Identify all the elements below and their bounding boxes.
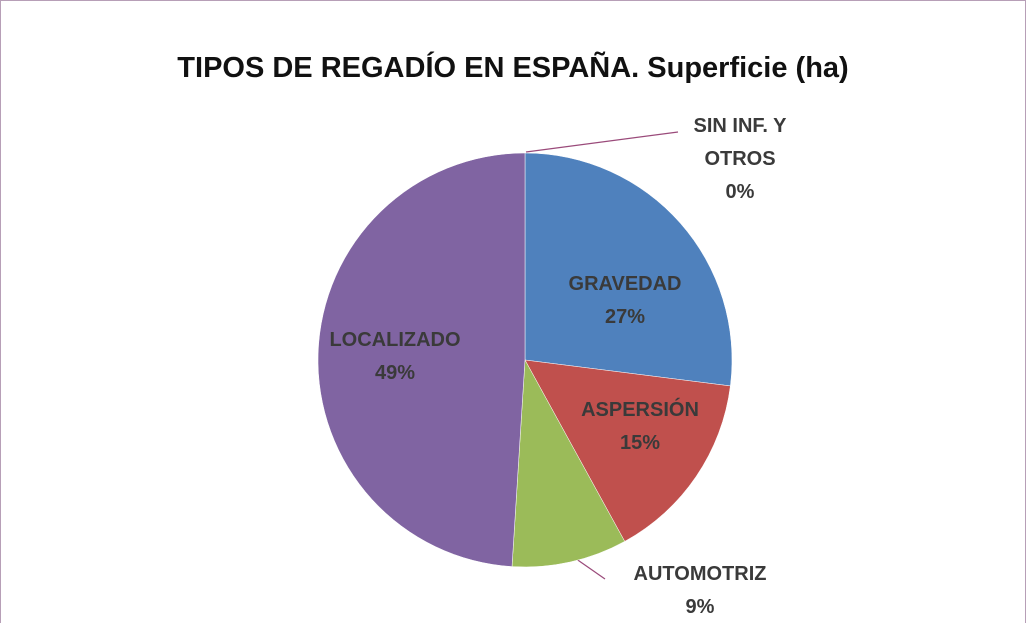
chart-title: TIPOS DE REGADÍO EN ESPAÑA. Superficie (…	[177, 52, 849, 84]
value-label: 9%	[685, 596, 715, 618]
category-label: LOCALIZADO	[329, 329, 461, 351]
pie-slice	[317, 152, 526, 567]
category-label: ASPERSIÓN	[581, 399, 699, 421]
data-label: GRAVEDAD 27%	[525, 268, 725, 334]
data-label: ASPERSIÓN 15%	[540, 394, 740, 460]
data-label: SIN INF. Y OTROS 0%	[675, 110, 805, 209]
pie-slice	[524, 359, 731, 542]
value-label: 15%	[619, 432, 661, 454]
category-label: AUTOMOTRIZ	[633, 563, 767, 585]
category-label: GRAVEDAD	[568, 273, 682, 295]
value-label: 49%	[374, 362, 416, 384]
value-label: 0%	[725, 181, 755, 203]
pie-slice	[511, 359, 626, 568]
value-label: 27%	[604, 306, 646, 328]
leader-line	[525, 131, 679, 153]
data-label: LOCALIZADO 49%	[295, 324, 495, 390]
data-label: AUTOMOTRIZ 9%	[600, 558, 800, 623]
pie-slice	[524, 152, 733, 387]
category-label: SIN INF. Y OTROS	[693, 115, 787, 170]
